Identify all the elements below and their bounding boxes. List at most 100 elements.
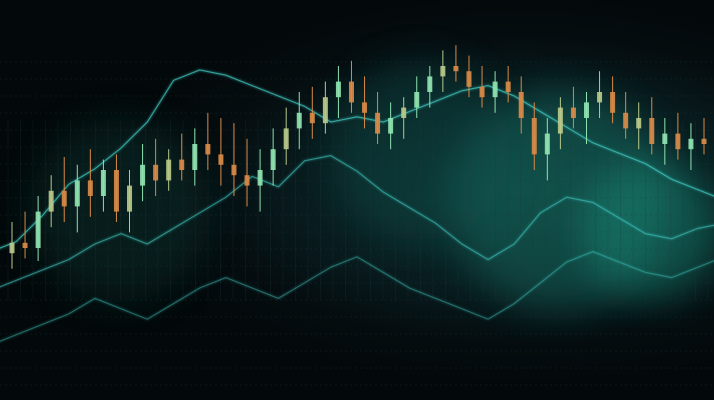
candle-body [662,133,668,144]
candle-body [127,185,133,212]
candle [309,86,315,139]
candle [296,92,302,150]
glow-blob-3 [30,120,210,300]
line-series-1 [0,155,714,288]
candle-body [296,112,302,129]
candle-body [166,159,172,181]
candle-body [270,149,276,170]
candle [610,76,616,124]
line-series-2 [0,251,714,342]
candle-body [688,138,694,150]
candle-body [179,159,185,170]
candle [127,170,133,233]
candle-body [309,112,315,124]
candle-body [244,175,250,186]
candle [348,60,354,113]
candle [623,92,629,139]
candle [140,144,146,202]
candle-body [505,81,511,92]
candle-body [322,97,328,124]
candle [518,76,524,134]
candle [466,55,472,98]
candle [649,97,655,155]
candle [583,92,589,144]
candle [179,133,185,181]
candle-body [531,118,537,155]
candle [492,71,498,113]
candle-body [257,170,263,186]
candle-body [570,107,576,118]
candle-body [597,92,603,103]
candle-body [636,118,642,129]
candle [153,138,159,196]
candle-body [362,102,368,113]
candle [335,66,341,118]
candle-body [544,133,550,155]
candle [662,118,668,165]
candle [74,164,80,233]
candle [544,118,550,181]
candle-body [335,81,341,98]
candle-body [61,190,67,207]
candle-body [414,92,420,108]
candle [35,196,41,261]
candle [166,149,172,191]
candle-body [231,164,237,176]
candle [283,107,289,165]
candle [375,92,381,144]
candle [557,97,563,150]
candle-body [518,92,524,118]
candle-body [87,180,93,196]
candle [427,66,433,108]
candle [22,211,28,259]
candle [205,112,211,170]
candle-body [9,242,15,254]
candle-body [283,128,289,150]
candle-body [375,112,381,134]
candles-group [9,45,707,269]
candle [322,81,328,134]
candle-body [348,81,354,103]
candle [688,123,694,170]
candle-body [401,107,407,118]
candle-body [192,144,198,170]
candle [675,112,681,160]
candle-body [610,92,616,113]
candle-body [140,164,146,186]
candle [531,102,537,170]
line-series-group [0,69,714,342]
candle [61,157,67,222]
candle-body [153,164,159,181]
candle [257,149,263,212]
candle [113,154,119,222]
candle [505,66,511,103]
candle-body [48,190,54,212]
candle-body [388,118,394,134]
glow-blob-1 [330,60,510,240]
candle [636,102,642,150]
candle-body [492,81,498,98]
candle [401,97,407,139]
candle-body [453,66,459,72]
candle [362,76,368,129]
candle [9,222,15,269]
candle-body [701,138,707,144]
candle-body [479,86,485,98]
candle [597,71,603,118]
candle-body [100,170,106,196]
candle-body [675,133,681,150]
candle-body [22,242,28,248]
candle [218,118,224,186]
candle [192,128,198,186]
candle [48,175,54,228]
candle [244,138,250,207]
candle-body [466,71,472,87]
line-series-0 [0,69,714,249]
background-glow [30,60,714,310]
candle [231,123,237,196]
candle [87,149,93,217]
candle [453,45,459,82]
candle-body [649,118,655,144]
